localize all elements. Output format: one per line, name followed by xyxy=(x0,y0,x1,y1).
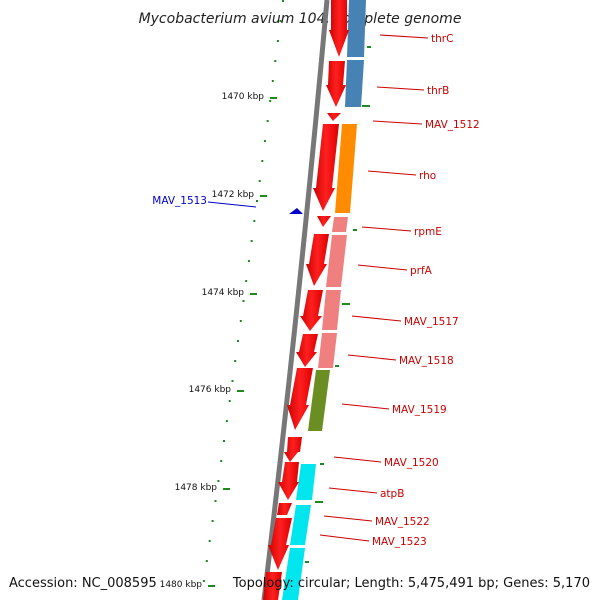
cog-band-thrb xyxy=(345,60,364,107)
gene-arrow-mav1512 xyxy=(327,113,341,121)
gene-label-mav1522[interactable]: MAV_1522 xyxy=(375,516,430,528)
scale-dot xyxy=(263,140,266,142)
gene-arrow-mav1517 xyxy=(300,290,323,331)
gene-arrow-thrb xyxy=(326,61,346,107)
scale-label-1474: 1474 kbp xyxy=(202,288,245,298)
gene-arrow-rpme xyxy=(317,216,331,227)
scale-dot xyxy=(205,560,208,562)
accession-text: Accession: NC_008595 xyxy=(9,576,157,591)
scale-label-1478: 1478 kbp xyxy=(175,483,218,493)
gene-label-mav1513[interactable]: MAV_1513 xyxy=(152,195,207,207)
topology-text: Topology: circular; Length: 5,475,491 bp… xyxy=(232,576,590,591)
scale-dot xyxy=(220,460,223,462)
scale-dot xyxy=(214,500,217,502)
scale-label-1480: 1480 kbp xyxy=(160,580,203,590)
scale-dot xyxy=(274,60,277,62)
scale-dots xyxy=(202,0,284,582)
gene-label-mav1512[interactable]: MAV_1512 xyxy=(425,119,480,131)
cog-band-mav1523 xyxy=(282,548,305,600)
scale-dot xyxy=(217,480,220,482)
gene-arrow-mav1519 xyxy=(287,368,313,430)
scale-dot xyxy=(276,40,279,42)
scale-dot xyxy=(225,420,228,422)
gene-label-atpb[interactable]: atpB xyxy=(380,488,404,500)
scale-dot xyxy=(261,160,264,162)
gene-labels-right xyxy=(319,34,429,542)
gene-arrow-rho xyxy=(313,124,339,211)
scale-dot xyxy=(234,360,237,362)
scale-dot xyxy=(250,240,253,242)
scale-dot xyxy=(202,580,205,582)
cog-band-rpme xyxy=(332,217,348,232)
cog-band-mav1517 xyxy=(322,290,341,330)
gene-label-mav1517[interactable]: MAV_1517 xyxy=(404,316,459,328)
scale-dot xyxy=(271,80,274,82)
scale-dot xyxy=(242,300,245,302)
gene-label-mav1518[interactable]: MAV_1518 xyxy=(399,355,454,367)
cog-band-mav1518 xyxy=(318,333,337,368)
scale-label-1470: 1470 kbp xyxy=(222,92,265,102)
gene-label-prfa[interactable]: prfA xyxy=(410,265,433,277)
gene-leader-mav1513 xyxy=(207,201,257,208)
scale-dot xyxy=(266,120,269,122)
scale-dot xyxy=(228,400,231,402)
gene-label-rpme[interactable]: rpmE xyxy=(414,226,442,238)
gene-arrow-mav1522 xyxy=(277,503,292,515)
gene-label-texts: thrC thrB MAV_1512 rho rpmE prfA MAV_151… xyxy=(372,33,480,548)
cog-band-prfa xyxy=(326,235,347,287)
scale-dot xyxy=(211,520,214,522)
cog-bands xyxy=(282,0,366,600)
scale-ticks: 1470 kbp 1472 kbp 1474 kbp 1476 kbp 1478… xyxy=(160,92,277,590)
gene-label-rho[interactable]: rho xyxy=(419,170,436,182)
gene-arrow-atpb xyxy=(278,462,299,500)
scale-dot xyxy=(247,260,250,262)
cog-band-mav1522 xyxy=(290,505,311,545)
cog-band-rho xyxy=(335,124,357,213)
genome-backbone xyxy=(261,0,330,600)
scale-dot xyxy=(282,0,284,2)
gene-arrow-next xyxy=(263,572,282,600)
gene-arrow-mav1518 xyxy=(296,334,318,367)
scale-dot xyxy=(245,280,248,282)
gene-label-mav1519[interactable]: MAV_1519 xyxy=(392,404,447,416)
cog-band-atpb xyxy=(296,464,316,500)
cog-band-thrc xyxy=(347,0,366,57)
gene-arrows xyxy=(263,0,349,600)
scale-dot xyxy=(258,180,261,182)
ring-ticks xyxy=(305,46,371,563)
scale-dot xyxy=(208,540,211,542)
scale-dot xyxy=(269,100,272,102)
scale-label-1472: 1472 kbp xyxy=(212,190,255,200)
gene-arrow-thrc xyxy=(329,0,349,57)
scale-dot xyxy=(279,20,282,22)
map-title: Mycobacterium avium 104, complete genome xyxy=(139,11,462,27)
scale-dot xyxy=(239,320,242,322)
scale-dot xyxy=(231,380,234,382)
gene-label-mav1523[interactable]: MAV_1523 xyxy=(372,536,427,548)
gene-label-thrb[interactable]: thrB xyxy=(427,85,449,97)
gene-label-thrc[interactable]: thrC xyxy=(431,33,453,45)
gene-arrow-mav1520 xyxy=(284,437,302,462)
gene-label-mav1520[interactable]: MAV_1520 xyxy=(384,457,439,469)
scale-dot xyxy=(223,440,225,442)
gene-arrow-mav1513 xyxy=(289,208,303,214)
gene-arrow-mav1523 xyxy=(268,518,292,570)
scale-dot xyxy=(237,340,239,342)
cog-band-mav1519 xyxy=(308,370,330,431)
gene-arrow-prfa xyxy=(306,234,329,286)
scale-label-1476: 1476 kbp xyxy=(189,385,232,395)
scale-dot xyxy=(256,200,258,202)
scale-dot xyxy=(253,220,256,222)
